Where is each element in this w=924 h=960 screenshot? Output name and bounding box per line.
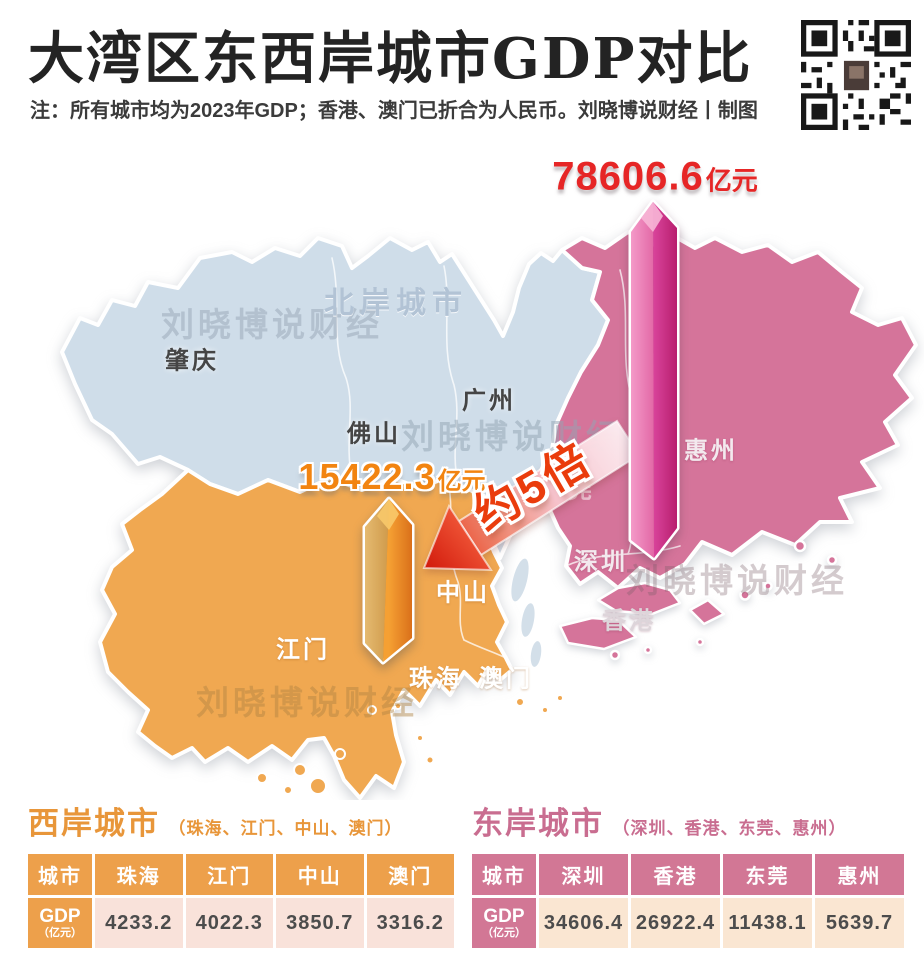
east-col-header: 香港: [631, 854, 720, 895]
east-table-block: 东岸城市 （深圳、香港、东莞、惠州） 城市 深圳 香港 东莞 惠州 GDP （亿…: [472, 798, 904, 948]
gdp-unit: （亿元）: [482, 927, 526, 939]
west-table: 城市 珠海 江门 中山 澳门 GDP （亿元） 4233.2 4022.3 38…: [28, 854, 454, 948]
east-col-header: 东莞: [723, 854, 812, 895]
city-label-shenzhen: 深圳: [574, 548, 628, 576]
bay-area-map: 刘晓博说财经 刘晓博说财经 刘晓博说财经 刘晓博说财经 东莞: [0, 150, 924, 800]
city-label-huizhou: 惠州: [684, 437, 738, 465]
region-label-north: 北岸城市: [324, 287, 468, 320]
city-label-jiangmen: 江门: [276, 636, 330, 664]
east-col-header: 惠州: [815, 854, 904, 895]
east-table-subtitle: （深圳、香港、东莞、惠州）: [612, 819, 847, 838]
qr-code: [801, 20, 911, 130]
city-label-zhongshan: 中山: [436, 579, 490, 607]
city-label-hongkong: 香港: [602, 607, 656, 635]
city-label-guangzhou: 广州: [462, 387, 516, 415]
west-table-title: 西岸城市: [28, 806, 160, 841]
city-label-macau: 澳门: [479, 665, 533, 693]
west-gdp-value: 3850.7: [276, 898, 364, 948]
east-gdp-value: 11438.1: [723, 898, 812, 948]
watermark: 刘晓博说财经: [196, 684, 418, 721]
west-col-header: 澳门: [366, 854, 454, 895]
east-gdp-value: 26922.4: [631, 898, 720, 948]
west-col-header: 中山: [276, 854, 364, 895]
qr-center-logo: [841, 58, 872, 93]
west-gdp-bar: [362, 496, 415, 665]
east-total-number: 78606.6: [552, 154, 704, 199]
gdp-unit: （亿元）: [38, 927, 82, 939]
west-table-block: 西岸城市 （珠海、江门、中山、澳门） 城市 珠海 江门 中山 澳门 GDP （亿…: [28, 798, 454, 948]
watermark: 刘晓博说财经: [626, 562, 848, 599]
west-col-header: 江门: [185, 854, 273, 895]
east-table-title: 东岸城市: [472, 806, 604, 841]
west-total-value: 15422.3亿元: [298, 456, 485, 498]
watermark: 刘晓博说财经: [161, 306, 383, 343]
west-gdp-value: 4233.2: [95, 898, 183, 948]
east-gdp-row-header: GDP （亿元）: [472, 898, 536, 948]
west-gdp-value: 3316.2: [366, 898, 454, 948]
west-table-subtitle: （珠海、江门、中山、澳门）: [168, 819, 403, 838]
gdp-label: GDP: [483, 906, 525, 927]
east-table: 城市 深圳 香港 东莞 惠州 GDP （亿元） 34606.4 26922.4 …: [472, 854, 904, 948]
west-total-unit: 亿元: [437, 468, 486, 495]
west-total-number: 15422.3: [298, 456, 436, 497]
estuary-water: [511, 558, 542, 667]
east-gdp-value: 5639.7: [815, 898, 904, 948]
city-label-foshan: 佛山: [347, 420, 401, 448]
east-total-value: 78606.6亿元: [552, 155, 758, 200]
east-col-header: 深圳: [539, 854, 628, 895]
west-col-header: 城市: [28, 854, 92, 895]
east-total-unit: 亿元: [705, 165, 758, 196]
east-gdp-bar: [628, 199, 680, 561]
page-title: 大湾区东西岸城市GDP对比: [28, 26, 753, 92]
west-gdp-row-header: GDP （亿元）: [28, 898, 92, 948]
east-col-header: 城市: [472, 854, 536, 895]
west-gdp-value: 4022.3: [185, 898, 273, 948]
subtitle-note: 注：所有城市均为2023年GDP；香港、澳门已折合为人民币。刘晓博说财经丨制图: [30, 100, 758, 122]
west-col-header: 珠海: [95, 854, 183, 895]
gdp-label: GDP: [39, 906, 81, 927]
city-label-zhaoqing: 肇庆: [165, 347, 219, 375]
watermark: 刘晓博说财经: [401, 418, 623, 455]
city-label-zhuhai: 珠海: [409, 665, 463, 693]
east-gdp-value: 34606.4: [539, 898, 628, 948]
